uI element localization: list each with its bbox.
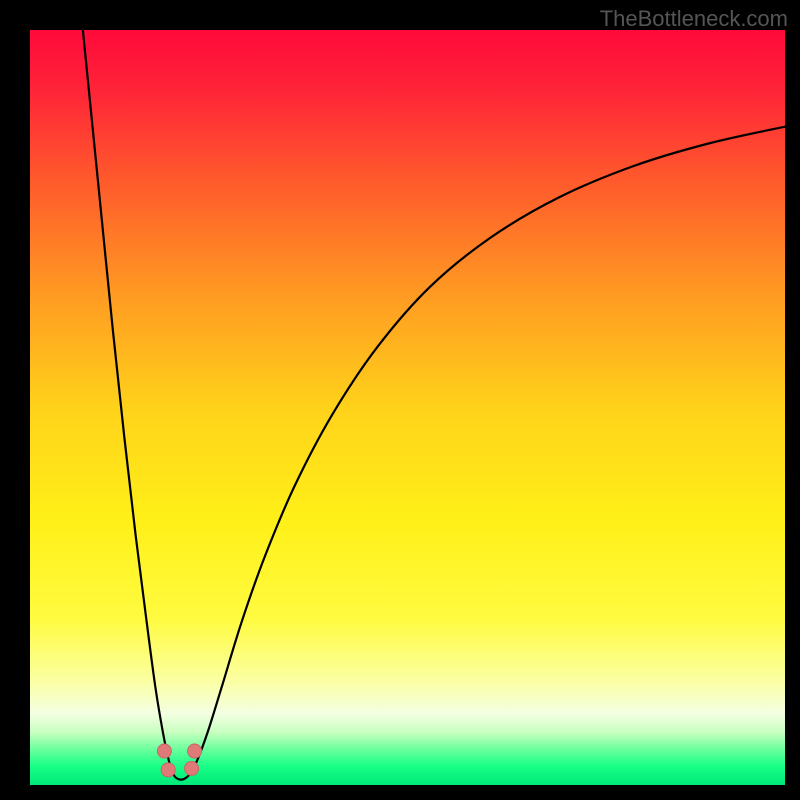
bottleneck-curve xyxy=(83,30,785,780)
chart-svg-layer xyxy=(30,30,785,785)
data-marker xyxy=(161,763,175,777)
data-marker xyxy=(185,761,199,775)
watermark-text: TheBottleneck.com xyxy=(600,6,788,32)
plot-area xyxy=(30,30,785,785)
data-marker xyxy=(188,744,202,758)
data-marker xyxy=(157,744,171,758)
